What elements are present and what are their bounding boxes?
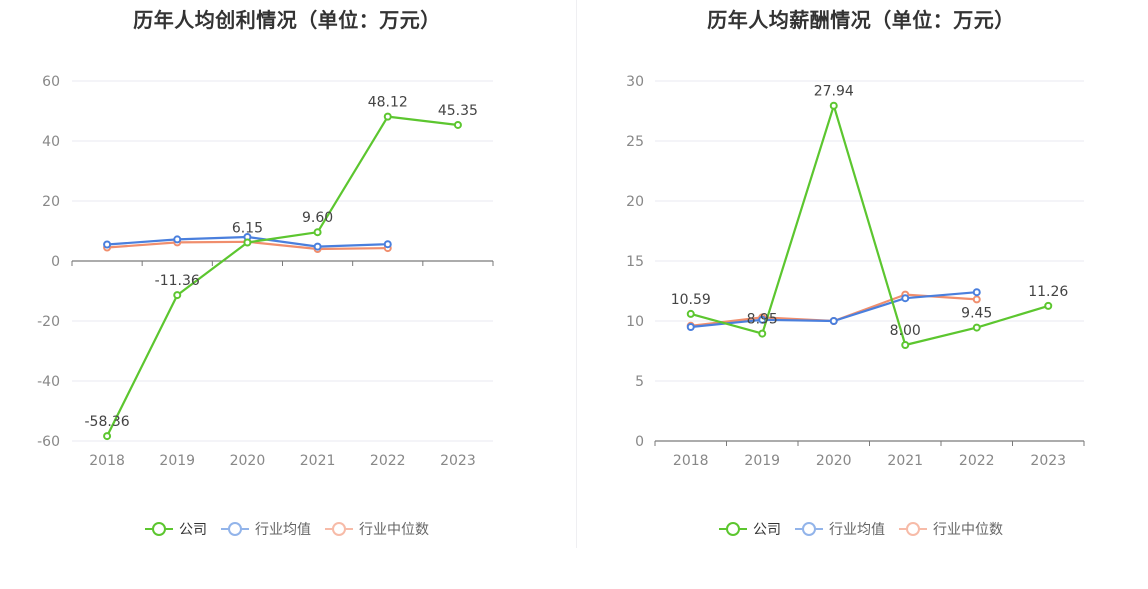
data-label: 11.26	[1028, 284, 1068, 300]
legend-label: 行业均值	[829, 522, 885, 538]
data-point-industry_avg	[686, 323, 695, 331]
data-point-company	[1044, 301, 1053, 310]
x-tick-label: 2023	[440, 453, 476, 469]
x-tick-label: 2018	[673, 453, 709, 469]
chart-title: 历年人均创利情况（单位：万元）	[133, 8, 441, 32]
data-point-company	[313, 228, 322, 237]
y-tick-label: 20	[42, 194, 60, 210]
legend: 公司 行业均值 行业中位数	[574, 519, 1148, 539]
x-tick-label: 2020	[816, 453, 852, 469]
legend-label: 行业中位数	[359, 522, 429, 538]
data-point-industry_avg	[901, 294, 910, 303]
series-line-company	[106, 115, 459, 437]
legend-line-circle-icon	[795, 521, 823, 537]
y-tick-label: -40	[37, 374, 60, 390]
data-point-industry_avg	[173, 235, 182, 244]
data-label: 48.12	[368, 95, 408, 111]
legend-line-circle-icon	[899, 521, 927, 537]
legend-line-circle-icon	[145, 521, 173, 537]
y-tick-label: -20	[37, 314, 60, 330]
data-label: 10.59	[671, 292, 711, 308]
legend-item-industry-avg[interactable]: 行业均值	[221, 519, 311, 539]
y-tick-label: 30	[626, 74, 644, 90]
chart-title: 历年人均薪酬情况（单位：万元）	[707, 8, 1015, 32]
profit-per-capita-chart: 历年人均创利情况（单位：万元） 60 40 20 0 -20 -40 -60 2018 2019…	[0, 8, 574, 539]
data-label: 6.15	[232, 221, 263, 237]
legend-item-industry-median[interactable]: 行业中位数	[325, 519, 429, 539]
data-point-industry_avg	[383, 240, 392, 249]
data-point-company	[686, 309, 695, 318]
data-label: 45.35	[438, 103, 478, 119]
y-tick-label: 20	[626, 194, 644, 210]
y-tick-label: 0	[51, 254, 60, 270]
x-tick-label: 2021	[300, 453, 336, 469]
data-label: -58.36	[85, 414, 130, 430]
y-tick-label: 60	[42, 74, 60, 90]
y-tick-label: 0	[635, 434, 644, 450]
legend-item-company[interactable]: 公司	[719, 519, 781, 539]
data-point-industry_avg	[972, 288, 981, 297]
x-tick-label: 2022	[370, 453, 406, 469]
data-point-company	[453, 120, 462, 129]
y-tick-label: 5	[635, 374, 644, 390]
legend-line-circle-icon	[719, 521, 747, 537]
series-line-company	[690, 104, 1049, 347]
y-tick-label: -60	[37, 434, 60, 450]
legend-item-industry-median[interactable]: 行业中位数	[899, 519, 1003, 539]
legend-label: 行业均值	[255, 522, 311, 538]
data-label: 8.00	[890, 323, 921, 339]
data-label: -11.36	[155, 273, 200, 289]
data-point-company	[829, 101, 838, 110]
data-point-company	[173, 291, 182, 300]
data-point-company	[383, 112, 392, 121]
legend-line-circle-icon	[325, 521, 353, 537]
data-point-industry_median	[972, 295, 981, 304]
y-tick-label: 10	[626, 314, 644, 330]
y-tick-label: 40	[42, 134, 60, 150]
legend-item-industry-avg[interactable]: 行业均值	[795, 519, 885, 539]
data-point-company	[243, 238, 252, 247]
x-tick-label: 2020	[230, 453, 266, 469]
data-label: 8.95	[747, 312, 778, 328]
x-tick-label: 2021	[887, 453, 923, 469]
data-label: 27.94	[814, 84, 854, 100]
data-point-industry_avg	[103, 240, 112, 249]
y-tick-label: 15	[626, 254, 644, 270]
data-label: 9.45	[961, 306, 992, 322]
line-chart-plot: 60 40 20 0 -20 -40 -60 2018 2019 2020 2021 2022 2023…	[37, 74, 494, 469]
data-point-company	[103, 432, 112, 441]
legend-line-circle-icon	[221, 521, 249, 537]
x-tick-label: 2023	[1030, 453, 1066, 469]
legend: 公司 行业均值 行业中位数	[0, 519, 574, 539]
line-chart-plot: 30 25 20 15 10 5 0 2018 2019 2020 2021 2022 2023 10.5…	[626, 74, 1085, 469]
salary-per-capita-chart: 历年人均薪酬情况（单位：万元） 30 25 20 15 10 5 0 2018 2019 2020…	[574, 0, 1148, 589]
data-point-company	[901, 341, 910, 349]
panel-divider	[576, 0, 577, 548]
data-point-industry_avg	[829, 317, 838, 325]
data-point-industry_avg	[313, 242, 322, 251]
y-tick-label: 25	[626, 134, 644, 150]
x-tick-label: 2022	[959, 453, 995, 469]
x-tick-label: 2019	[744, 453, 780, 469]
legend-item-company[interactable]: 公司	[145, 519, 207, 539]
legend-label: 行业中位数	[933, 522, 1003, 538]
x-tick-label: 2018	[89, 453, 125, 469]
data-point-company	[758, 329, 767, 338]
legend-label: 公司	[753, 522, 781, 538]
legend-label: 公司	[179, 522, 207, 538]
data-point-company	[972, 323, 981, 332]
data-label: 9.60	[302, 210, 333, 226]
data-point-industry_avg	[758, 315, 767, 324]
x-tick-label: 2019	[159, 453, 195, 469]
